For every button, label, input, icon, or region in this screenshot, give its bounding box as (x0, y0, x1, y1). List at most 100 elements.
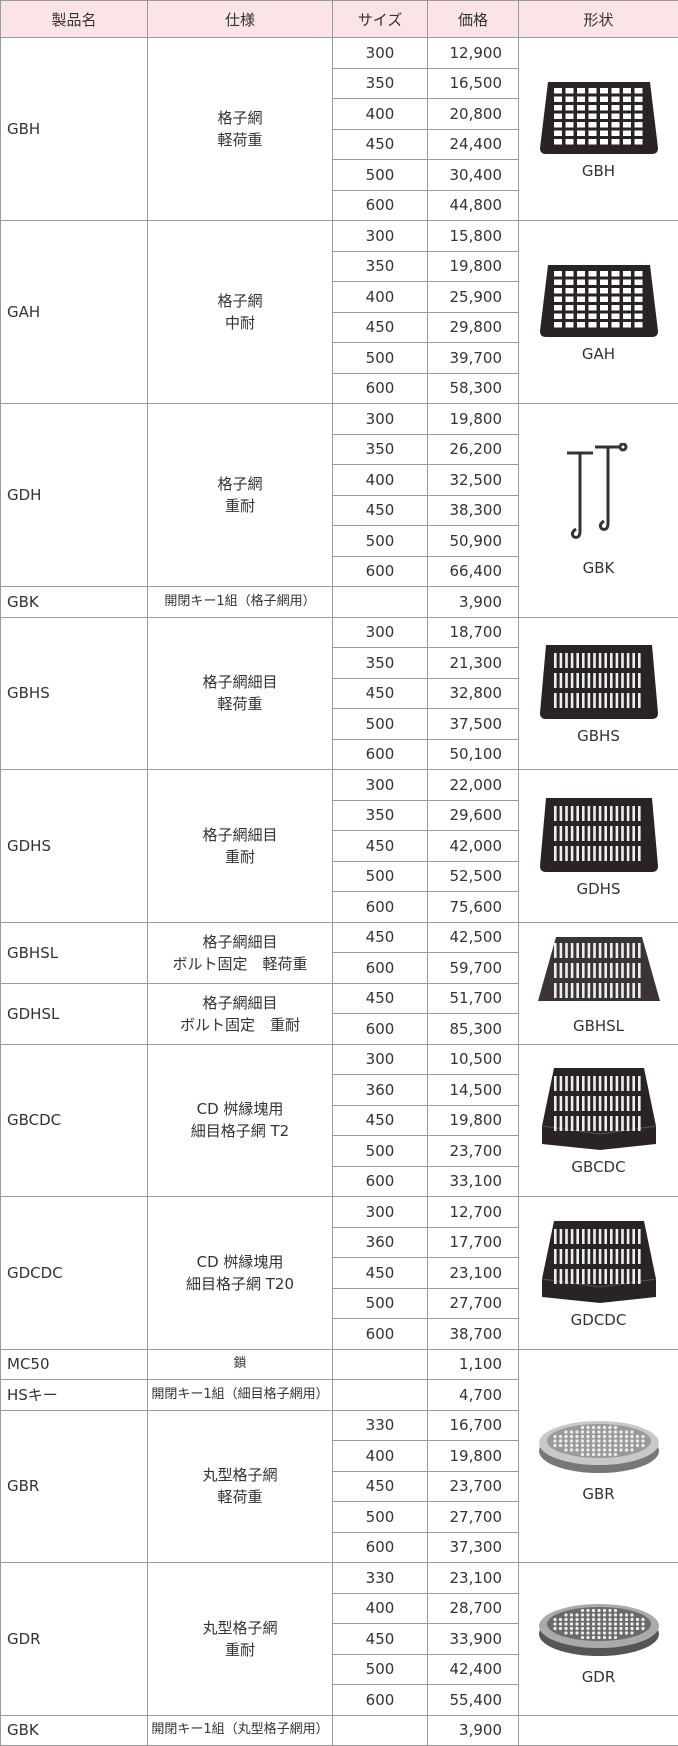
spec-line: 格子網 (217, 292, 262, 310)
shape-label: GBR (519, 1485, 678, 1503)
product-name: GDHSL (1, 983, 148, 1044)
price: 20,800 (428, 99, 519, 130)
shape-cell: GBR (519, 1349, 678, 1563)
spec: 格子網細目重耐 (148, 770, 333, 923)
shape-cell: GBH (519, 38, 678, 221)
spec: 開閉キー1組（細目格子網用） (148, 1380, 333, 1411)
shape-label: GDR (519, 1668, 678, 1686)
spec: 格子網細目軽荷重 (148, 617, 333, 770)
shape-cell: GDCDC (519, 1197, 678, 1350)
shape-cell: GBHSL (519, 922, 678, 1044)
shape-cell: GDR (519, 1563, 678, 1716)
spec-line: 重耐 (225, 1641, 255, 1659)
price: 4,700 (428, 1380, 519, 1411)
header-cell: 仕様 (148, 1, 333, 38)
size: 400 (333, 282, 428, 313)
spec-line: 格子網 (217, 109, 262, 127)
price: 39,700 (428, 343, 519, 374)
spec: CD 桝縁塊用細目格子網 T2 (148, 1044, 333, 1197)
size: 500 (333, 861, 428, 892)
spec: 格子網細目ボルト固定 重耐 (148, 983, 333, 1044)
shape-cell (519, 1715, 678, 1746)
spec-line: 軽荷重 (217, 1488, 262, 1506)
size: 450 (333, 678, 428, 709)
spec-line: 細目格子網 T2 (191, 1122, 289, 1140)
size: 300 (333, 38, 428, 69)
price: 12,900 (428, 38, 519, 69)
spec-line: 格子網細目 (202, 994, 277, 1012)
size: 300 (333, 617, 428, 648)
price: 37,500 (428, 709, 519, 740)
key-image (559, 443, 639, 553)
price: 28,700 (428, 1593, 519, 1624)
size: 600 (333, 1685, 428, 1716)
spec-line: 丸型格子網 (202, 1619, 277, 1637)
price: 14,500 (428, 1075, 519, 1106)
price: 1,100 (428, 1349, 519, 1380)
price: 52,500 (428, 861, 519, 892)
size: 450 (333, 495, 428, 526)
price: 3,900 (428, 587, 519, 618)
size: 450 (333, 129, 428, 160)
spec: 丸型格子網重耐 (148, 1563, 333, 1716)
price: 18,700 (428, 617, 519, 648)
price: 27,700 (428, 1502, 519, 1533)
spec: 開閉キー1組（丸型格子網用） (148, 1715, 333, 1746)
price: 50,100 (428, 739, 519, 770)
size: 600 (333, 892, 428, 923)
size: 600 (333, 373, 428, 404)
size: 500 (333, 1654, 428, 1685)
size: 600 (333, 556, 428, 587)
size (333, 587, 428, 618)
spec: 丸型格子網軽荷重 (148, 1410, 333, 1563)
size: 600 (333, 1532, 428, 1563)
size: 500 (333, 526, 428, 557)
spec-line: 中耐 (225, 314, 255, 332)
price: 23,700 (428, 1136, 519, 1167)
price: 50,900 (428, 526, 519, 557)
shape-cell: GBHS (519, 617, 678, 770)
size: 450 (333, 983, 428, 1014)
product-name: MC50 (1, 1349, 148, 1380)
spec: 格子網細目ボルト固定 軽荷重 (148, 922, 333, 983)
size: 350 (333, 800, 428, 831)
price: 24,400 (428, 129, 519, 160)
product-name: GBHSL (1, 922, 148, 983)
size: 400 (333, 99, 428, 130)
price: 33,900 (428, 1624, 519, 1655)
shape-label: GBCDC (519, 1158, 678, 1176)
spec-line: 格子網細目 (202, 826, 277, 844)
price: 51,700 (428, 983, 519, 1014)
price: 58,300 (428, 373, 519, 404)
slotted-image (534, 794, 664, 874)
price: 16,500 (428, 68, 519, 99)
size: 600 (333, 1319, 428, 1350)
spec-line: 格子網 (217, 475, 262, 493)
size: 350 (333, 648, 428, 679)
size: 450 (333, 312, 428, 343)
size: 300 (333, 770, 428, 801)
size: 450 (333, 1471, 428, 1502)
shape-label: GBH (519, 162, 678, 180)
spec-line: 丸型格子網 (202, 1466, 277, 1484)
price: 23,700 (428, 1471, 519, 1502)
size: 360 (333, 1075, 428, 1106)
size: 500 (333, 709, 428, 740)
shape-cell: GBK (519, 404, 678, 618)
price: 66,400 (428, 556, 519, 587)
product-name: GDR (1, 1563, 148, 1716)
price: 29,600 (428, 800, 519, 831)
size: 400 (333, 465, 428, 496)
price: 16,700 (428, 1410, 519, 1441)
slotted-plate-image (534, 931, 664, 1011)
size: 450 (333, 1105, 428, 1136)
